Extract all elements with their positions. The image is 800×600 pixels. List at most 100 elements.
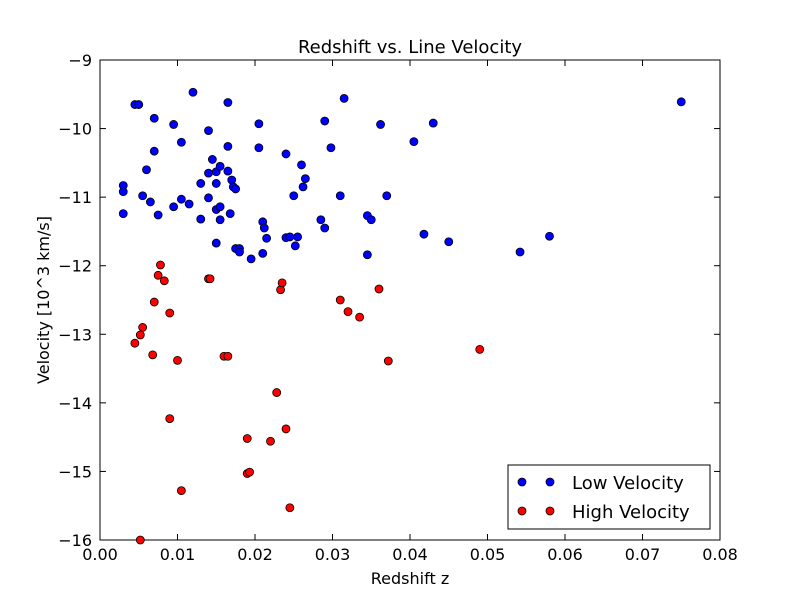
x-tick-label: 0.02 bbox=[237, 545, 273, 564]
high-velocity-point bbox=[176, 486, 186, 496]
low-velocity-point bbox=[215, 161, 225, 171]
high-velocity-point bbox=[223, 351, 233, 361]
high-velocity-point bbox=[343, 307, 353, 317]
low-velocity-point bbox=[204, 168, 213, 178]
low-velocity-point bbox=[225, 209, 235, 219]
high-velocity-point bbox=[165, 308, 175, 318]
high-velocity-point bbox=[173, 355, 182, 365]
y-tick-label: −13 bbox=[58, 325, 92, 344]
low-velocity-point bbox=[169, 202, 179, 212]
y-tick-label: −12 bbox=[58, 257, 92, 276]
low-velocity-point bbox=[297, 160, 306, 170]
high-velocity-point bbox=[138, 323, 148, 332]
low-velocity-point bbox=[316, 215, 326, 225]
high-velocity-point bbox=[335, 295, 345, 305]
x-tick-label: 0.00 bbox=[82, 545, 118, 564]
x-tick-label: 0.04 bbox=[392, 545, 428, 564]
low-velocity-point bbox=[142, 165, 151, 175]
y-tick-label: −16 bbox=[58, 531, 92, 550]
low-velocity-point bbox=[258, 248, 268, 258]
low-velocity-point bbox=[211, 238, 221, 248]
low-velocity-point bbox=[176, 194, 186, 204]
high-velocity-point bbox=[277, 278, 287, 288]
y-tick-label: −10 bbox=[58, 120, 92, 139]
low-velocity-point bbox=[204, 193, 213, 203]
low-velocity-point bbox=[290, 241, 300, 251]
high-velocity-point bbox=[159, 276, 169, 286]
high-velocity-point bbox=[272, 388, 282, 397]
low-velocity-point bbox=[196, 179, 206, 188]
high-velocity-point bbox=[245, 467, 254, 477]
high-velocity-point bbox=[135, 330, 145, 340]
y-axis-tick-labels: −16 −15 −14 −13 −12 −11 −10 −9 bbox=[58, 51, 92, 550]
low-velocity-point bbox=[215, 215, 225, 225]
low-velocity-point bbox=[169, 120, 179, 129]
x-tick-label: 0.06 bbox=[547, 545, 583, 564]
high-velocity-point bbox=[156, 260, 165, 270]
low-velocity-point bbox=[335, 191, 345, 201]
low-velocity-point bbox=[382, 191, 392, 201]
high-velocity-point bbox=[165, 414, 175, 424]
low-velocity-point bbox=[289, 191, 299, 201]
low-velocity-point bbox=[231, 184, 241, 194]
low-velocity-point bbox=[176, 137, 186, 147]
low-velocity-point bbox=[281, 149, 291, 159]
low-velocity-point bbox=[138, 191, 148, 201]
legend-label-high: High Velocity bbox=[572, 502, 690, 523]
low-velocity-point bbox=[223, 141, 233, 151]
legend-marker-low-1 bbox=[517, 477, 527, 487]
x-tick-label: 0.01 bbox=[160, 545, 196, 564]
legend-marker-low-2 bbox=[545, 477, 555, 487]
low-velocity-point bbox=[196, 214, 206, 224]
legend-box bbox=[507, 464, 711, 530]
low-velocity-point bbox=[339, 94, 349, 103]
high-velocity-point bbox=[242, 434, 252, 443]
x-tick-label: 0.07 bbox=[625, 545, 661, 564]
low-velocity-point bbox=[118, 187, 128, 197]
legend: Low Velocity High Velocity bbox=[507, 464, 711, 530]
low-velocity-point bbox=[184, 199, 194, 209]
high-velocity-point bbox=[475, 344, 485, 354]
low-velocity-point bbox=[204, 126, 213, 136]
low-velocity-point bbox=[145, 197, 155, 207]
x-tick-label: 0.08 bbox=[702, 545, 738, 564]
low-velocity-point bbox=[134, 100, 144, 109]
low-velocity-point bbox=[235, 247, 244, 257]
low-velocity-point bbox=[207, 155, 217, 164]
legend-marker-high-2 bbox=[545, 506, 555, 516]
low-velocity-point bbox=[259, 223, 269, 233]
y-tick-label: −9 bbox=[68, 51, 92, 70]
low-velocity-point bbox=[149, 113, 159, 123]
high-velocity-point bbox=[266, 436, 275, 446]
low-velocity-point bbox=[223, 166, 233, 176]
chart-title: Redshift vs. Line Velocity bbox=[298, 37, 522, 58]
low-velocity-point bbox=[362, 250, 372, 260]
low-velocity-point bbox=[300, 174, 310, 184]
x-axis-label: Redshift z bbox=[371, 569, 449, 588]
legend-marker-high-1 bbox=[517, 506, 527, 516]
high-velocity-point bbox=[383, 356, 393, 366]
high-velocity-point bbox=[374, 284, 384, 294]
axis-ticks bbox=[99, 59, 721, 541]
x-tick-label: 0.05 bbox=[470, 545, 506, 564]
low-velocity-point bbox=[515, 247, 525, 257]
low-velocity-point bbox=[223, 98, 233, 107]
low-velocity-point bbox=[246, 254, 256, 264]
low-velocity-point bbox=[545, 231, 554, 241]
low-velocity-point bbox=[409, 137, 419, 147]
low-velocity-point bbox=[254, 143, 264, 153]
low-velocity-point bbox=[211, 179, 221, 188]
y-tick-label: −14 bbox=[58, 394, 92, 413]
low-velocity-point bbox=[153, 210, 163, 220]
high-velocity-point bbox=[355, 312, 365, 322]
high-velocity-point bbox=[153, 270, 163, 280]
high-velocity-point bbox=[149, 297, 159, 307]
data-points bbox=[118, 87, 686, 545]
x-tick-label: 0.03 bbox=[315, 545, 351, 564]
low-velocity-point bbox=[676, 97, 686, 107]
low-velocity-point bbox=[215, 202, 225, 212]
low-velocity-point bbox=[320, 223, 330, 233]
low-velocity-point bbox=[428, 118, 438, 128]
y-tick-label: −11 bbox=[58, 188, 92, 207]
